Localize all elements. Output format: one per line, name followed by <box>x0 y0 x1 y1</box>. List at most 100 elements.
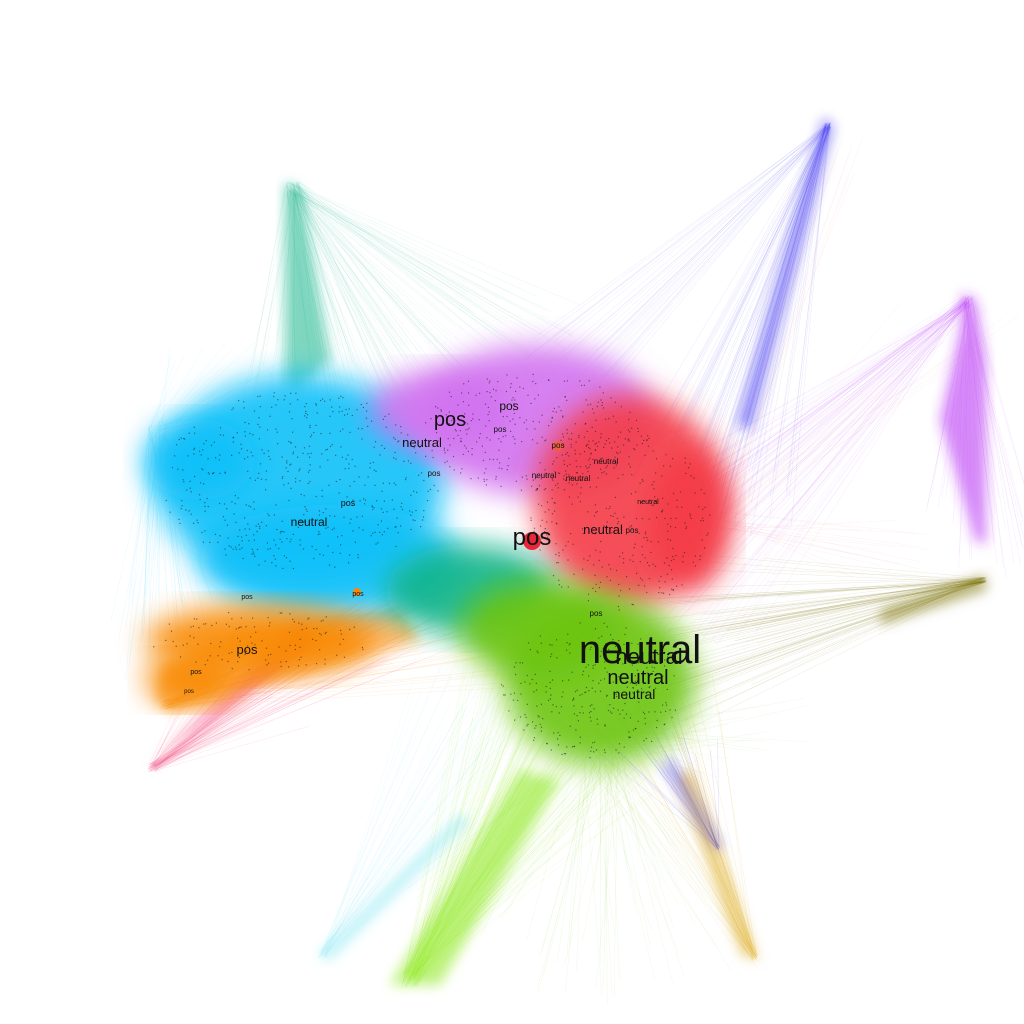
node <box>551 478 553 480</box>
node <box>498 467 500 469</box>
edge <box>584 126 827 418</box>
node <box>217 655 219 657</box>
cluster-layer <box>145 118 987 985</box>
node <box>393 457 395 459</box>
node <box>556 657 558 659</box>
node <box>525 419 527 421</box>
node <box>495 390 497 392</box>
edge <box>677 301 969 490</box>
node <box>248 505 250 507</box>
node <box>641 688 643 690</box>
edge <box>523 122 828 360</box>
node <box>275 504 277 506</box>
node <box>383 500 385 502</box>
node <box>550 694 552 696</box>
node <box>662 704 664 706</box>
edge <box>298 188 451 396</box>
node <box>701 539 703 541</box>
node-label: neutral <box>615 644 682 669</box>
node <box>265 479 267 481</box>
node <box>563 478 565 480</box>
node <box>546 501 549 503</box>
node <box>555 484 557 486</box>
node <box>609 506 611 508</box>
node <box>294 644 296 646</box>
node <box>334 515 336 517</box>
node <box>409 510 411 512</box>
node <box>647 642 649 644</box>
node <box>567 541 569 543</box>
edge <box>714 523 930 550</box>
node <box>562 416 564 418</box>
node <box>268 515 270 517</box>
node <box>172 640 174 643</box>
node <box>299 638 301 640</box>
node <box>590 646 592 648</box>
node <box>626 650 628 652</box>
node <box>239 529 241 531</box>
node <box>521 441 523 443</box>
edge <box>297 182 419 353</box>
node <box>415 509 417 512</box>
edge <box>404 661 476 973</box>
node <box>486 437 488 439</box>
node <box>623 558 625 560</box>
node <box>356 409 358 411</box>
node <box>290 392 292 394</box>
node <box>244 528 246 530</box>
node <box>386 511 388 513</box>
node <box>566 452 568 454</box>
edge <box>161 345 171 430</box>
node <box>565 473 567 475</box>
node <box>555 553 557 556</box>
node <box>562 444 565 446</box>
node <box>288 499 290 502</box>
node <box>636 444 638 446</box>
edge <box>657 580 986 599</box>
node <box>600 433 602 435</box>
node <box>242 557 244 560</box>
node <box>310 452 312 454</box>
edge <box>786 122 831 497</box>
node <box>205 440 207 442</box>
node <box>316 412 318 414</box>
node <box>238 400 240 402</box>
node <box>224 471 226 473</box>
node <box>552 479 554 481</box>
edge <box>294 181 463 368</box>
node <box>183 438 185 440</box>
node <box>299 539 301 541</box>
node <box>636 518 638 520</box>
node <box>521 662 524 664</box>
node <box>287 470 289 473</box>
node <box>526 478 528 480</box>
node <box>447 449 449 451</box>
node <box>500 485 502 487</box>
node <box>509 386 512 388</box>
node <box>618 583 620 585</box>
node <box>656 719 658 722</box>
node <box>582 568 584 570</box>
node <box>231 651 233 653</box>
node <box>217 541 219 543</box>
edge <box>722 511 851 528</box>
node <box>259 395 261 397</box>
node <box>544 469 546 471</box>
node <box>311 434 313 436</box>
node <box>478 419 480 421</box>
node <box>259 525 261 527</box>
node <box>551 489 553 491</box>
node <box>554 510 556 512</box>
edge <box>153 659 375 766</box>
edge <box>701 580 984 636</box>
node <box>448 391 451 393</box>
edge <box>152 648 413 771</box>
node <box>279 538 281 540</box>
node <box>254 479 256 481</box>
node <box>264 560 266 562</box>
node <box>655 458 658 460</box>
node <box>600 468 602 470</box>
node <box>581 706 583 708</box>
node <box>637 657 639 659</box>
edge <box>285 185 567 350</box>
